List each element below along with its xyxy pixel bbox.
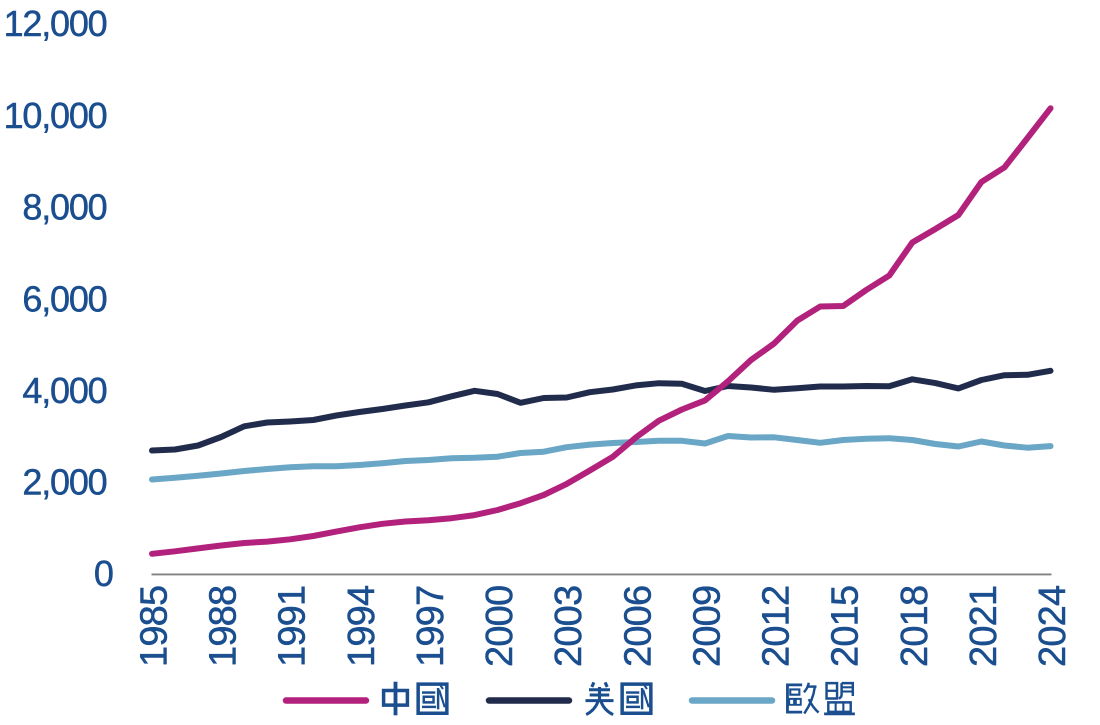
svg-text:1985: 1985: [134, 586, 176, 667]
svg-text:4,000: 4,000: [22, 370, 106, 411]
svg-text:2012: 2012: [756, 586, 798, 667]
svg-text:8,000: 8,000: [22, 187, 106, 228]
svg-text:10,000: 10,000: [4, 95, 107, 136]
svg-text:2003: 2003: [548, 586, 590, 667]
svg-text:0: 0: [94, 553, 113, 594]
svg-text:2024: 2024: [1032, 585, 1074, 667]
svg-text:2,000: 2,000: [22, 462, 106, 503]
svg-text:2018: 2018: [894, 586, 936, 667]
svg-text:1997: 1997: [410, 586, 452, 667]
svg-text:1991: 1991: [272, 586, 314, 667]
svg-text:12,000: 12,000: [4, 3, 107, 44]
svg-text:6,000: 6,000: [22, 278, 106, 319]
svg-text:2000: 2000: [479, 586, 521, 667]
svg-text:1994: 1994: [341, 585, 383, 667]
svg-text:2015: 2015: [825, 586, 867, 667]
svg-text:1988: 1988: [203, 586, 245, 667]
svg-text:2021: 2021: [963, 586, 1005, 667]
svg-text:2006: 2006: [617, 586, 659, 667]
svg-text:2009: 2009: [687, 586, 729, 667]
